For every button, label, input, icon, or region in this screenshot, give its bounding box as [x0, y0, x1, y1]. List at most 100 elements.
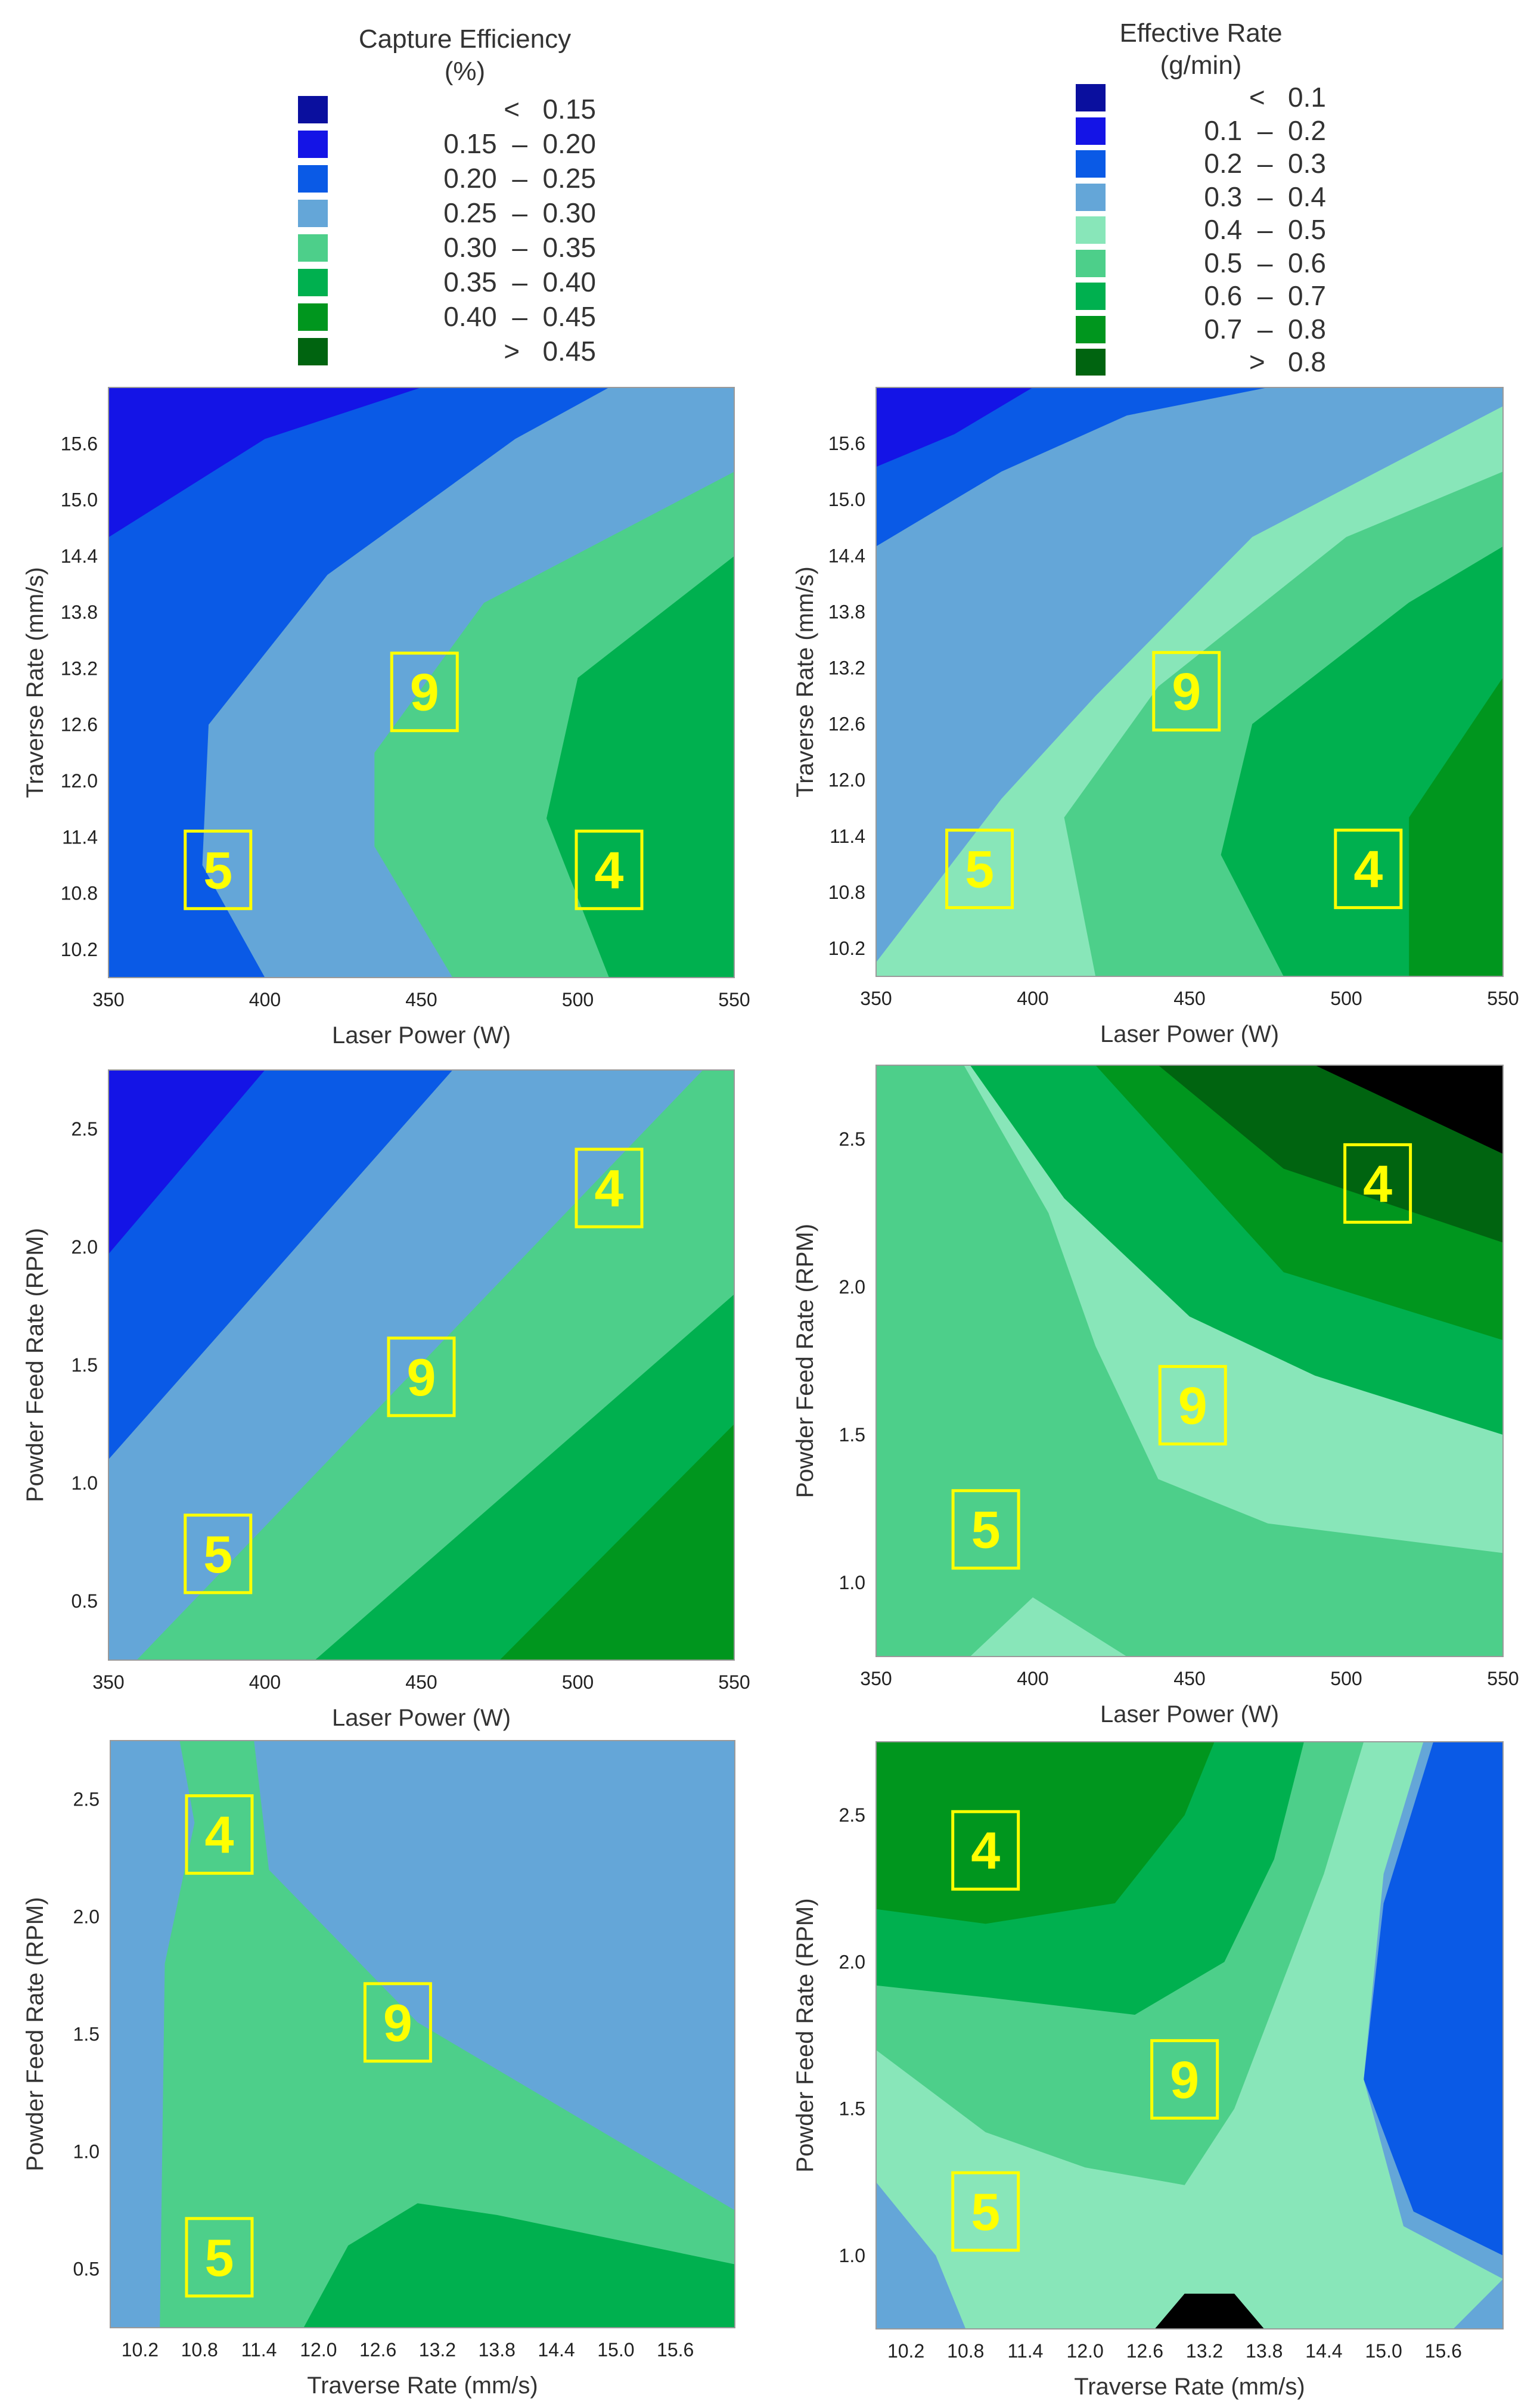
- legend-label: 0.2 – 0.3: [1204, 148, 1326, 179]
- legend-item: 0.25 – 0.30: [298, 197, 596, 230]
- marker-5: 5: [184, 829, 253, 910]
- y-tick-label: 11.4: [830, 826, 865, 847]
- marker-label: 5: [965, 840, 994, 899]
- legend-item: 0.35 – 0.40: [298, 266, 596, 299]
- marker-5: 5: [951, 2171, 1020, 2252]
- y-tick-label: 0.5: [73, 2259, 100, 2280]
- y-tick-label: 2.0: [839, 1276, 865, 1298]
- marker-label: 9: [1178, 1376, 1207, 1435]
- x-axis-title: Traverse Rate (mm/s): [1074, 2374, 1305, 2400]
- x-tick-label: 15.0: [1365, 2340, 1402, 2362]
- x-tick-label: 550: [718, 989, 750, 1010]
- legend-capture-efficiency: Capture Efficiency (%) < 0.15 0.15 – 0.20…: [298, 23, 596, 368]
- legend-item: 0.15 – 0.20: [298, 128, 596, 161]
- legend-label: 0.30 – 0.35: [443, 232, 596, 263]
- y-tick-label: 2.0: [72, 1236, 98, 1258]
- marker-label: 5: [971, 2182, 1000, 2241]
- legend-title-line2: (%): [444, 57, 486, 86]
- legend-label: 0.5 – 0.6: [1204, 247, 1326, 278]
- legend-title-line2: (g/min): [1160, 51, 1242, 80]
- x-tick-label: 500: [1330, 1668, 1362, 1689]
- y-tick-label: 13.8: [61, 601, 98, 623]
- legend-swatch: [1076, 283, 1106, 310]
- contour-capture-efficiency-powder-vs-power: 350 400 450 500 550 0.5 1.0 1.5 2.0 2.5 Laser Powe…: [0, 1058, 770, 1735]
- legend-item: 0.40 – 0.45: [298, 300, 596, 334]
- legend-swatch: [298, 303, 328, 331]
- legend-swatch: [1076, 349, 1106, 376]
- legend-item: 0.5 – 0.6: [1076, 247, 1326, 280]
- y-tick-label: 12.0: [61, 770, 98, 792]
- x-tick-label: 450: [1173, 988, 1205, 1009]
- x-tick-label: 15.0: [597, 2339, 634, 2361]
- marker-label: 4: [205, 1806, 234, 1865]
- legend-effective-rate: Effective Rate (g/min) < 0.1 0.1 – 0.2 0.2…: [1076, 17, 1326, 386]
- contour-region-5: [547, 556, 734, 978]
- marker-9: 9: [1150, 2039, 1219, 2120]
- y-tick-label: 12.0: [828, 770, 865, 791]
- y-tick-label: 10.8: [828, 882, 865, 903]
- legend-item: < 0.1: [1076, 81, 1326, 114]
- contour-regions: [110, 1741, 735, 2328]
- x-tick-label: 350: [92, 989, 124, 1010]
- chart-svg: 350 400 450 500 550 1.0 1.5 2.0 2.5 Laser Power (…: [792, 1065, 1519, 1727]
- x-axis-title: Laser Power (W): [332, 1022, 511, 1049]
- x-tick-label: 10.8: [947, 2340, 984, 2362]
- legend-label: 0.35 – 0.40: [443, 266, 596, 297]
- y-tick-label: 10.2: [61, 939, 98, 960]
- contour-capture-efficiency-powder-vs-traverse: 10.2 10.8 11.4 12.0 12.6 13.2 13.8 14.4 15.0 15.6…: [0, 1735, 770, 2407]
- marker-5: 5: [945, 829, 1014, 910]
- y-tick-label: 2.0: [73, 1906, 100, 1928]
- x-tick-label: 500: [562, 1671, 594, 1693]
- x-tick-label: 14.4: [1305, 2340, 1342, 2362]
- contour-effective-rate-powder-vs-traverse: 10.2 10.8 11.4 12.0 12.6 13.2 13.8 14.4 15.0 15.6…: [770, 1735, 1540, 2407]
- contour-capture-efficiency-traverse-vs-power: 350 400 450 500 550 10.2 10.8 11.4 12.0 12.6 13.2 1…: [0, 376, 770, 1058]
- marker-label: 4: [971, 1821, 1000, 1880]
- plot-frame: [110, 1740, 735, 2328]
- legend-title-line1: Effective Rate: [1119, 18, 1283, 48]
- legend-swatch: [298, 96, 328, 123]
- y-tick-label: 12.6: [61, 714, 98, 736]
- contour-effective-rate-traverse-vs-power: 350 400 450 500 550 10.2 10.8 11.4 12.0 12.6 13.2 1…: [770, 376, 1540, 1058]
- x-tick-label: 15.6: [1425, 2340, 1462, 2362]
- plot-frame: [875, 387, 1504, 977]
- x-tick-label: 400: [1017, 988, 1048, 1009]
- marker-label: 4: [1353, 840, 1383, 899]
- plot-frame: [875, 1065, 1504, 1657]
- y-tick-label: 1.5: [73, 2024, 100, 2045]
- x-tick-label: 350: [860, 1668, 892, 1689]
- chart-svg: 10.2 10.8 11.4 12.0 12.6 13.2 13.8 14.4 15.0 15.6…: [792, 1741, 1504, 2400]
- legend-swatch: [1076, 117, 1106, 145]
- marker-9: 9: [390, 652, 459, 733]
- y-axis-title: Powder Feed Rate (RPM): [792, 1898, 818, 2172]
- y-tick-label: 0.5: [72, 1590, 98, 1612]
- legend-item: > 0.45: [298, 335, 596, 368]
- marker-label: 9: [407, 1348, 436, 1407]
- y-axis-title: Traverse Rate (mm/s): [792, 566, 818, 797]
- marker-label: 4: [595, 840, 624, 899]
- y-tick-label: 15.6: [61, 433, 98, 454]
- contour-region-5: [876, 1742, 1215, 1924]
- plot-frame: [875, 1741, 1504, 2330]
- legend-swatch: [298, 338, 328, 365]
- x-tick-label: 13.2: [419, 2339, 456, 2361]
- x-tick-label: 10.2: [122, 2339, 159, 2361]
- x-tick-label: 550: [1487, 988, 1519, 1009]
- legend-swatch: [1076, 183, 1106, 211]
- legend-swatch: [1076, 249, 1106, 277]
- y-tick-label: 2.5: [839, 1804, 865, 1826]
- y-axis-title: Powder Feed Rate (RPM): [22, 1897, 48, 2171]
- legend-label: 0.25 – 0.30: [443, 197, 596, 228]
- y-tick-label: 15.0: [61, 489, 98, 511]
- contour-regions: [876, 1742, 1503, 2329]
- y-tick-label: 2.5: [72, 1118, 98, 1140]
- marker-9: 9: [363, 1982, 432, 2063]
- legend-label: < 0.1: [1249, 82, 1326, 113]
- x-tick-label: 500: [1330, 988, 1362, 1009]
- marker-label: 5: [971, 1500, 1001, 1559]
- contour-region-2: [876, 1065, 1503, 1657]
- legend-item: 0.4 – 0.5: [1076, 213, 1326, 247]
- x-tick-label: 12.0: [1067, 2340, 1104, 2362]
- contour-region-6: [1315, 1065, 1503, 1154]
- y-tick-label: 1.0: [839, 1572, 865, 1593]
- x-tick-label: 13.8: [1246, 2340, 1283, 2362]
